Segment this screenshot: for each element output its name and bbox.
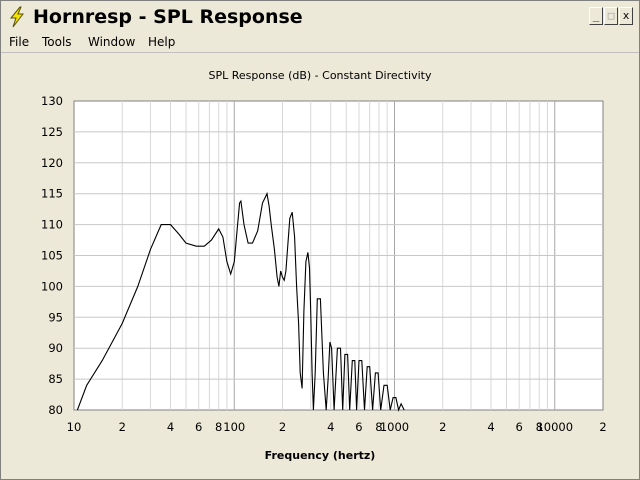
y-tick-label: 95: [48, 310, 63, 324]
x-tick-label: 8: [375, 420, 382, 434]
y-tick-labels: 130 125 120 115 110 105 100 95 90 85 80: [41, 94, 63, 417]
lightning-bolt-icon: [9, 6, 25, 28]
x-axis-label: Frequency (hertz): [264, 449, 376, 462]
x-tick-label: 4: [327, 420, 334, 434]
y-tick-label: 130: [41, 94, 63, 108]
maximize-button[interactable]: □: [604, 7, 618, 25]
minimize-button[interactable]: _: [589, 7, 603, 25]
x-tick-label: 6: [355, 420, 362, 434]
x-tick-label: 10: [67, 420, 82, 434]
y-tick-label: 105: [41, 249, 63, 263]
y-tick-label: 100: [41, 279, 63, 293]
y-tick-label: 120: [41, 156, 63, 170]
x-tick-label: 2: [599, 420, 606, 434]
spl-response-line: [76, 191, 405, 412]
x-tick-label: 8: [215, 420, 222, 434]
x-tick-label: 1000: [380, 420, 409, 434]
y-tick-label: 85: [48, 372, 63, 386]
x-tick-label: 100: [223, 420, 245, 434]
menu-help[interactable]: Help: [148, 35, 176, 49]
y-tick-label: 115: [41, 187, 63, 201]
x-tick-label: 2: [279, 420, 286, 434]
menu-file[interactable]: File: [9, 35, 30, 49]
menu-window[interactable]: Window: [88, 35, 136, 49]
y-tick-label: 90: [48, 341, 63, 355]
y-tick-label: 125: [41, 125, 63, 139]
x-tick-label: 2: [119, 420, 126, 434]
x-tick-label: 4: [167, 420, 174, 434]
menu-bar: File Tools Window Help: [1, 33, 639, 53]
x-tick-label: 6: [516, 420, 523, 434]
window-title: Hornresp - SPL Response: [33, 6, 303, 28]
y-tick-label: 110: [41, 218, 63, 232]
menu-tools[interactable]: Tools: [42, 35, 72, 49]
y-tick-label: 80: [48, 403, 63, 417]
x-tick-label: 2: [439, 420, 446, 434]
x-tick-label: 6: [195, 420, 202, 434]
chart-title: SPL Response (dB) - Constant Directivity: [208, 69, 432, 82]
x-tick-label: 8: [536, 420, 543, 434]
grid-lines: [74, 101, 603, 410]
close-button[interactable]: x: [619, 7, 633, 25]
title-bar[interactable]: Hornresp - SPL Response _ □ x: [1, 1, 639, 33]
x-tick-label: 10000: [536, 420, 573, 434]
x-tick-label: 4: [487, 420, 494, 434]
